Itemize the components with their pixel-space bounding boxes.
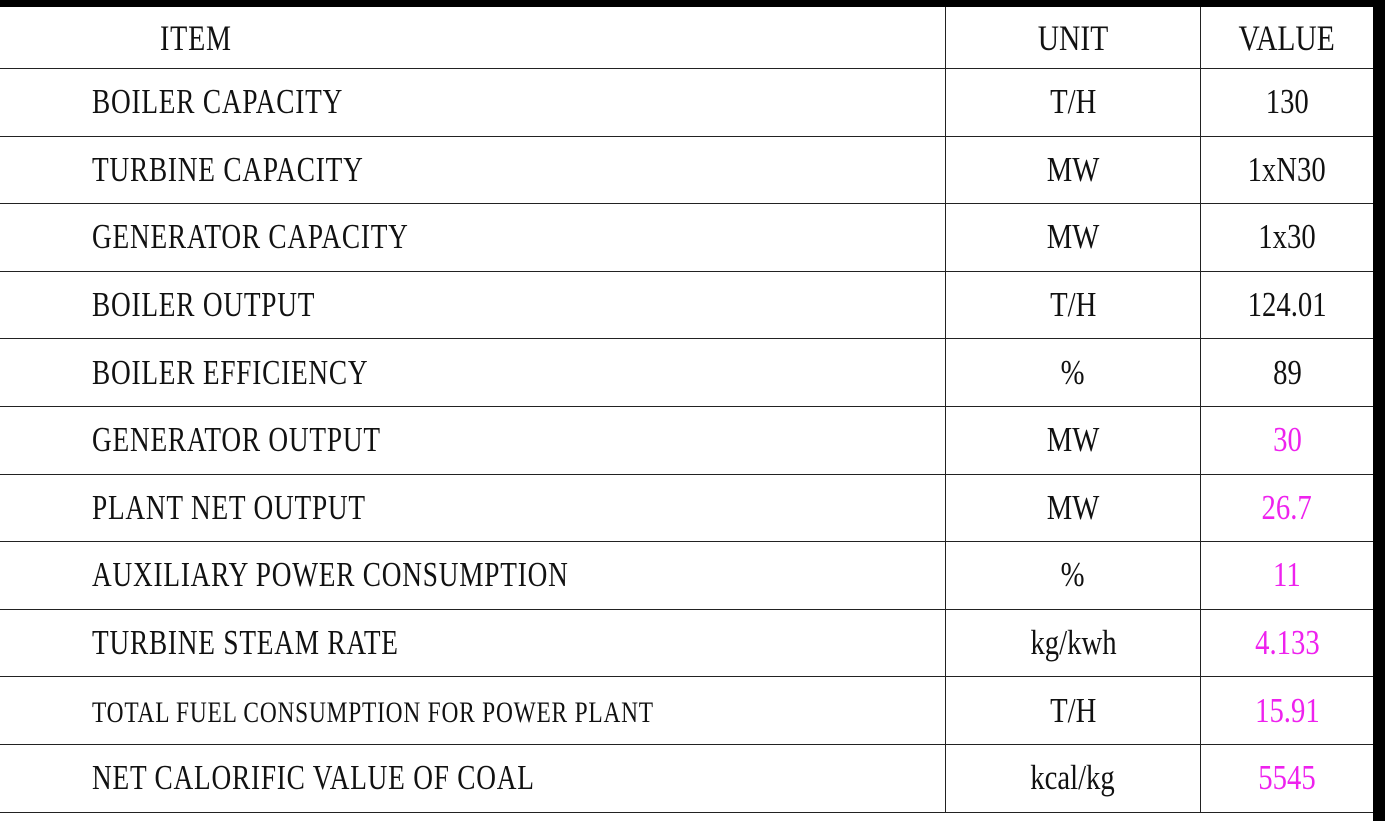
unit-cell: MW xyxy=(945,405,1201,475)
value-cell: 1x30 xyxy=(1200,203,1373,272)
table-row: TURBINE STEAM RATE kg/kwh 4.133 xyxy=(0,608,1373,678)
unit-label: MW xyxy=(1046,217,1100,257)
item-label: GENERATOR OUTPUT xyxy=(92,420,381,460)
unit-cell: MW xyxy=(945,203,1201,272)
table-row: GENERATOR CAPACITY MW 1x30 xyxy=(0,203,1373,272)
unit-label: MW xyxy=(1046,420,1100,460)
header-item-label: ITEM xyxy=(160,17,232,58)
header-value-label: VALUE xyxy=(1238,17,1336,58)
table-row: GENERATOR OUTPUT MW 30 xyxy=(0,405,1373,475)
unit-label: MW xyxy=(1046,149,1100,189)
header-unit-label: UNIT xyxy=(1037,17,1109,58)
item-cell: NET CALORIFIC VALUE OF COAL xyxy=(0,743,946,813)
unit-cell: kg/kwh xyxy=(945,608,1201,678)
item-label: BOILER CAPACITY xyxy=(92,82,344,122)
item-label: TOTAL FUEL CONSUMPTION FOR POWER PLANT xyxy=(92,695,654,729)
item-cell: AUXILIARY POWER CONSUMPTION xyxy=(0,541,946,610)
table-row: BOILER CAPACITY T/H 130 xyxy=(0,68,1373,137)
value-label: 15.91 xyxy=(1254,690,1320,730)
item-label: BOILER OUTPUT xyxy=(92,285,316,325)
value-cell: 124.01 xyxy=(1200,270,1373,340)
unit-label: kcal/kg xyxy=(1030,758,1116,798)
power-plant-data-table: ITEM UNIT VALUE BOILER CAPACITY T/H 130 TUR… xyxy=(0,7,1373,813)
value-cell: 89 xyxy=(1200,338,1373,407)
item-cell: TURBINE CAPACITY xyxy=(0,135,946,205)
document-sheet: ITEM UNIT VALUE BOILER CAPACITY T/H 130 TUR… xyxy=(0,7,1373,821)
value-label: 26.7 xyxy=(1261,487,1313,527)
item-label: TURBINE STEAM RATE xyxy=(92,623,399,663)
item-label: NET CALORIFIC VALUE OF COAL xyxy=(92,758,535,798)
value-cell: 1xN30 xyxy=(1200,135,1373,205)
unit-cell: T/H xyxy=(945,68,1201,137)
value-label: 4.133 xyxy=(1254,623,1320,663)
unit-cell: T/H xyxy=(945,676,1201,745)
value-cell: 130 xyxy=(1200,68,1373,137)
value-label: 30 xyxy=(1272,420,1302,460)
header-unit: UNIT xyxy=(945,7,1201,69)
value-label: 89 xyxy=(1272,352,1302,392)
header-item: ITEM xyxy=(0,7,946,69)
value-label: 130 xyxy=(1265,82,1309,122)
item-label: AUXILIARY POWER CONSUMPTION xyxy=(92,555,569,595)
unit-label: T/H xyxy=(1049,690,1097,730)
table-row: TOTAL FUEL CONSUMPTION FOR POWER PLANT T/… xyxy=(0,676,1373,745)
value-cell: 30 xyxy=(1200,405,1373,475)
unit-label: MW xyxy=(1046,487,1100,527)
unit-cell: % xyxy=(945,541,1201,610)
value-cell: 15.91 xyxy=(1200,676,1373,745)
value-label: 1xN30 xyxy=(1247,149,1327,189)
header-value: VALUE xyxy=(1200,7,1373,69)
unit-label: T/H xyxy=(1049,285,1097,325)
value-cell: 11 xyxy=(1200,541,1373,610)
item-label: BOILER EFFICIENCY xyxy=(92,352,369,392)
value-cell: 4.133 xyxy=(1200,608,1373,678)
unit-cell: kcal/kg xyxy=(945,743,1201,813)
table-row: BOILER OUTPUT T/H 124.01 xyxy=(0,270,1373,340)
item-cell: BOILER CAPACITY xyxy=(0,68,946,137)
table-row: TURBINE CAPACITY MW 1xN30 xyxy=(0,135,1373,205)
unit-label: kg/kwh xyxy=(1029,623,1117,663)
value-label: 5545 xyxy=(1258,758,1316,798)
value-cell: 26.7 xyxy=(1200,473,1373,543)
table-row: PLANT NET OUTPUT MW 26.7 xyxy=(0,473,1373,543)
unit-label: T/H xyxy=(1049,82,1097,122)
table-row: BOILER EFFICIENCY% 89 xyxy=(0,338,1373,407)
table-row: NET CALORIFIC VALUE OF COAL kcal/kg 5545 xyxy=(0,743,1373,813)
unit-cell: MW xyxy=(945,473,1201,543)
unit-cell: T/H xyxy=(945,270,1201,340)
item-cell: GENERATOR OUTPUT xyxy=(0,405,946,475)
item-label: TURBINE CAPACITY xyxy=(92,149,364,189)
value-label: 1x30 xyxy=(1258,217,1316,257)
value-label: 124.01 xyxy=(1247,285,1327,325)
item-cell: BOILER EFFICIENCY xyxy=(0,338,946,407)
item-cell: BOILER OUTPUT xyxy=(0,270,946,340)
value-label: 11 xyxy=(1273,555,1301,595)
value-cell: 5545 xyxy=(1200,743,1373,813)
unit-label: % xyxy=(1061,555,1085,595)
item-cell: TOTAL FUEL CONSUMPTION FOR POWER PLANT xyxy=(0,676,946,745)
item-label: PLANT NET OUTPUT xyxy=(92,487,366,527)
item-cell: PLANT NET OUTPUT xyxy=(0,473,946,543)
table-row: AUXILIARY POWER CONSUMPTION% 11 xyxy=(0,541,1373,610)
unit-cell: MW xyxy=(945,135,1201,205)
header-row: ITEM UNIT VALUE xyxy=(0,7,1373,69)
item-label: GENERATOR CAPACITY xyxy=(92,217,409,257)
unit-cell: % xyxy=(945,338,1201,407)
item-cell: GENERATOR CAPACITY xyxy=(0,203,946,272)
item-cell: TURBINE STEAM RATE xyxy=(0,608,946,678)
unit-label: % xyxy=(1061,352,1085,392)
